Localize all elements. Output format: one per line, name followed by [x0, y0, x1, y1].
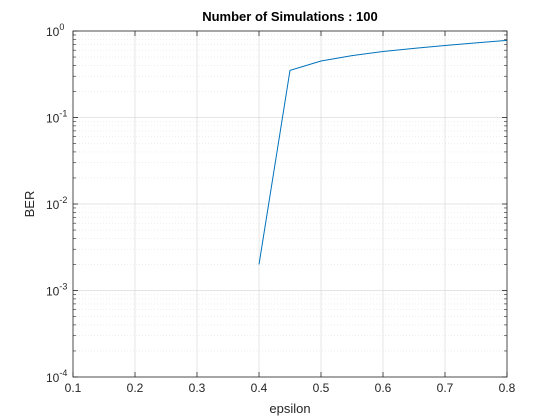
y-tick-label: 10-2	[46, 195, 67, 212]
major-grid	[72, 30, 508, 378]
y-tick-label: 100	[46, 22, 64, 39]
x-tick-label: 0.5	[313, 381, 330, 395]
minor-grid	[73, 34, 507, 352]
x-tick-label: 0.8	[499, 381, 516, 395]
x-tick-labels: 0.1 0.2 0.3 0.4 0.5 0.6 0.7 0.8	[65, 381, 516, 395]
x-tick-label: 0.6	[375, 381, 392, 395]
x-axis-label: epsilon	[269, 401, 310, 416]
series-line	[258, 39, 508, 265]
y-tick-label: 10-3	[46, 282, 67, 299]
y-tick-labels: 10-4 10-3 10-2 10-1 100	[46, 22, 67, 385]
y-axis-label: BER	[22, 191, 37, 218]
x-tick-label: 0.7	[437, 381, 454, 395]
tick-marks	[72, 30, 508, 378]
y-tick-label: 10-4	[46, 368, 67, 385]
x-tick-label: 0.2	[127, 381, 144, 395]
y-tick-label: 10-1	[46, 109, 67, 126]
x-tick-label: 0.4	[251, 381, 268, 395]
series-layer	[258, 39, 508, 265]
chart-title: Number of Simulations : 100	[202, 9, 378, 24]
x-tick-label: 0.3	[189, 381, 206, 395]
x-tick-label: 0.1	[65, 381, 82, 395]
